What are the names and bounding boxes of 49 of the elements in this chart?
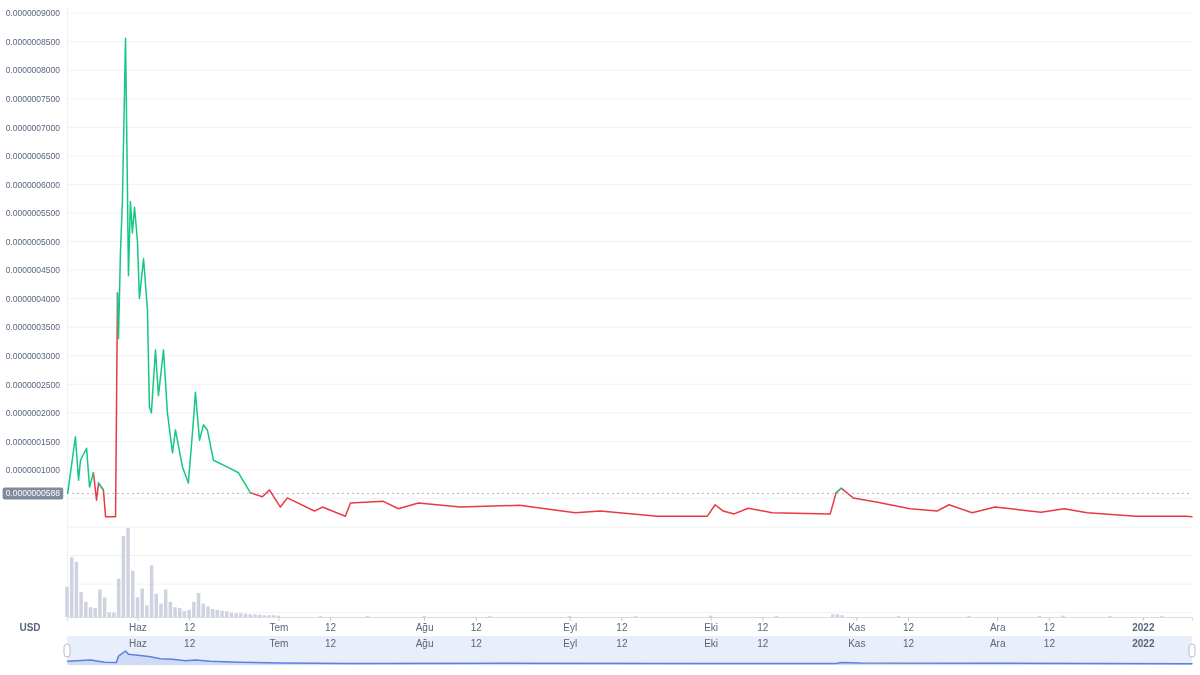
x-tick-label: 12 xyxy=(757,638,769,650)
x-tick-label: 12 xyxy=(325,622,337,634)
y-tick-label: 0.0000006000 xyxy=(5,179,61,190)
y-tick-label: 0.0000005500 xyxy=(5,208,61,219)
x-tick-label: 2022 xyxy=(1132,622,1155,634)
x-tick-label: 12 xyxy=(902,622,915,634)
x-tick-label: Ara xyxy=(989,622,1006,634)
x-tick-label: Tem xyxy=(269,622,289,634)
x-tick-label: 12 xyxy=(902,638,915,650)
x-tick-label: Kas xyxy=(848,622,866,634)
x-tick-label: Ara xyxy=(989,638,1006,650)
y-tick-label: 0.0000007500 xyxy=(5,93,61,104)
ref-line-label: 0.0000000588 xyxy=(5,488,61,499)
x-tick-label: Eki xyxy=(704,622,719,634)
x-tick-label: 12 xyxy=(470,622,483,634)
x-tick-label: Tem xyxy=(269,638,289,650)
y-tick-label: 0.0000003000 xyxy=(5,350,61,361)
x-tick-label: 12 xyxy=(184,622,196,634)
x-tick-label: 12 xyxy=(184,638,196,650)
y-tick-label: 0.0000002000 xyxy=(5,408,61,419)
y-tick-label: 0.0000006500 xyxy=(5,151,61,162)
x-tick-label: Eyl xyxy=(563,622,578,634)
x-tick-label: 12 xyxy=(757,622,769,634)
y-tick-label: 0.0000007000 xyxy=(5,122,61,133)
x-tick-label: Eyl xyxy=(563,638,578,650)
x-tick-label: 2022 xyxy=(1132,638,1155,650)
x-tick-label: Kas xyxy=(848,638,866,650)
x-tick-label: Haz xyxy=(129,638,147,650)
x-tick-label: 12 xyxy=(616,638,628,650)
y-tick-label: 0.0000004000 xyxy=(5,293,61,304)
x-tick-label: Eki xyxy=(704,638,719,650)
x-tick-label: 12 xyxy=(470,638,483,650)
y-tick-label: 0.0000008500 xyxy=(5,36,61,47)
x-tick-label: Ağu xyxy=(415,638,434,650)
x-tick-label: 12 xyxy=(1043,622,1056,634)
y-tick-label: 0.0000002500 xyxy=(5,379,61,390)
y-axis-title: USD xyxy=(19,622,41,633)
x-tick-label: Haz xyxy=(129,622,147,634)
y-tick-label: 0.0000005000 xyxy=(5,236,61,247)
y-tick-label: 0.0000009000 xyxy=(5,8,61,19)
y-tick-label: 0.0000003500 xyxy=(5,322,61,333)
y-tick-label: 0.0000001000 xyxy=(5,465,61,476)
y-tick-label: 0.0000004500 xyxy=(5,265,61,276)
y-tick-label: 0.0000008000 xyxy=(5,65,61,76)
x-tick-label: 12 xyxy=(325,638,337,650)
x-tick-label: 12 xyxy=(616,622,628,634)
y-tick-label: 0.0000001500 xyxy=(5,436,61,447)
x-tick-label: 12 xyxy=(1043,638,1056,650)
x-tick-label: Ağu xyxy=(415,622,434,634)
